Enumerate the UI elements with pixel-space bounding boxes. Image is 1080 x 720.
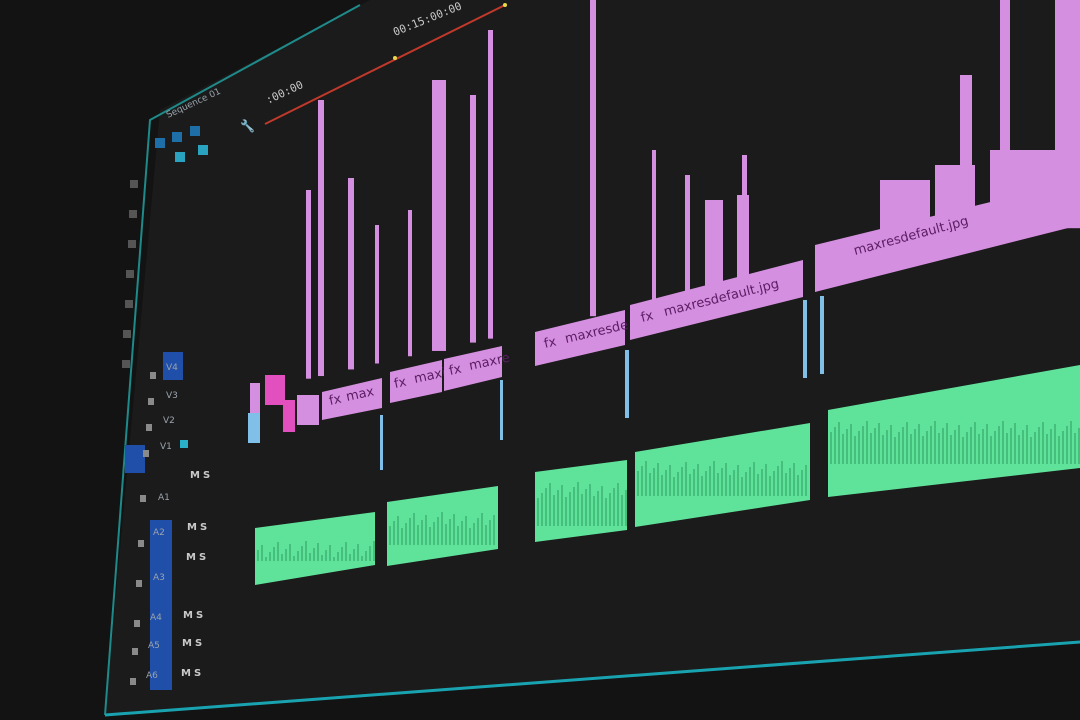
clip-label: maxi bbox=[413, 366, 447, 387]
video-layer-clip[interactable] bbox=[470, 95, 476, 343]
video-clip[interactable]: fx maxre bbox=[444, 346, 511, 391]
video-layer-clip[interactable] bbox=[306, 190, 311, 379]
video-layer-clip[interactable] bbox=[432, 80, 446, 351]
video-clip[interactable]: fx maxi bbox=[390, 360, 447, 403]
tools-panel[interactable] bbox=[122, 180, 138, 368]
track-label-a4: A4 bbox=[150, 613, 162, 623]
clip-label: max bbox=[345, 384, 376, 405]
track-label-a6: A6 bbox=[146, 671, 158, 681]
video-layer-clip[interactable] bbox=[652, 150, 656, 303]
fx-badge: fx bbox=[328, 392, 343, 409]
source-patch-v1[interactable] bbox=[125, 445, 145, 473]
lock-icons[interactable] bbox=[130, 372, 156, 685]
fx-badge: fx bbox=[639, 308, 655, 326]
track-label-a3: A3 bbox=[153, 573, 165, 583]
video-layer-clip[interactable] bbox=[705, 200, 723, 291]
mute-button[interactable]: M bbox=[181, 668, 191, 679]
solo-button[interactable]: S bbox=[203, 470, 210, 481]
work-area-bar[interactable] bbox=[264, 4, 506, 125]
mute-button[interactable]: M bbox=[183, 610, 193, 621]
track-label-v2: V2 bbox=[163, 416, 175, 426]
track-label-v4: V4 bbox=[166, 363, 178, 373]
mute-button[interactable]: M bbox=[186, 552, 196, 563]
wrench-icon[interactable]: 🔧 bbox=[240, 118, 255, 133]
video-clip[interactable]: fx maxresde bbox=[535, 310, 630, 366]
track-output-toggle[interactable] bbox=[180, 440, 188, 448]
track-target-v[interactable] bbox=[163, 352, 183, 380]
solo-button[interactable]: S bbox=[200, 522, 207, 533]
solo-button[interactable]: S bbox=[199, 552, 206, 563]
video-layer-clip[interactable] bbox=[408, 210, 412, 357]
video-clip[interactable]: fx maxresdefault.jpg bbox=[630, 260, 803, 340]
marker bbox=[393, 56, 397, 60]
video-clip[interactable]: maxresdefault.jpg bbox=[815, 180, 1080, 292]
solo-button[interactable]: S bbox=[195, 638, 202, 649]
small-clip-segments bbox=[248, 296, 824, 470]
track-label-a5: A5 bbox=[148, 641, 160, 651]
video-clips: fx max fx maxi fx maxre fx maxresde fx m… bbox=[322, 180, 1080, 420]
track-label-a2: A2 bbox=[153, 528, 165, 538]
track-headers: V4 V3 V2 V1 A1 A2 A3 A4 A5 A6 M S M S M … bbox=[125, 352, 210, 690]
mute-button[interactable]: M bbox=[190, 470, 200, 481]
panel-border-left bbox=[104, 4, 361, 716]
video-clip[interactable]: fx max bbox=[322, 378, 382, 420]
track-label-a1: A1 bbox=[158, 493, 170, 503]
solo-button[interactable]: S bbox=[196, 610, 203, 621]
solo-button[interactable]: S bbox=[194, 668, 201, 679]
track-target-audio[interactable] bbox=[150, 520, 172, 690]
video-layer-clip[interactable] bbox=[488, 30, 493, 339]
timeline-tool-buttons[interactable] bbox=[155, 126, 208, 162]
track-label-v3: V3 bbox=[166, 391, 178, 401]
video-layer-clip[interactable] bbox=[737, 195, 749, 284]
marker bbox=[503, 3, 507, 7]
fx-badge: fx bbox=[393, 375, 408, 392]
video-layer-clip[interactable] bbox=[318, 100, 324, 377]
video-layer-clip[interactable] bbox=[375, 225, 379, 364]
video-layer-clip[interactable] bbox=[1000, 0, 1010, 226]
audio-waveforms bbox=[257, 421, 1080, 561]
audio-clip[interactable] bbox=[255, 512, 375, 585]
fx-badge: fx bbox=[543, 334, 559, 351]
fx-badge: fx bbox=[448, 362, 463, 379]
video-layer-clip[interactable] bbox=[348, 178, 354, 370]
video-layer-clip[interactable] bbox=[590, 0, 596, 317]
video-layer-clip[interactable] bbox=[685, 175, 690, 296]
audio-clip[interactable] bbox=[535, 460, 627, 542]
track-label-v1: V1 bbox=[160, 442, 172, 452]
panel-border-bottom bbox=[104, 640, 1080, 717]
mute-button[interactable]: M bbox=[182, 638, 192, 649]
mute-button[interactable]: M bbox=[187, 522, 197, 533]
